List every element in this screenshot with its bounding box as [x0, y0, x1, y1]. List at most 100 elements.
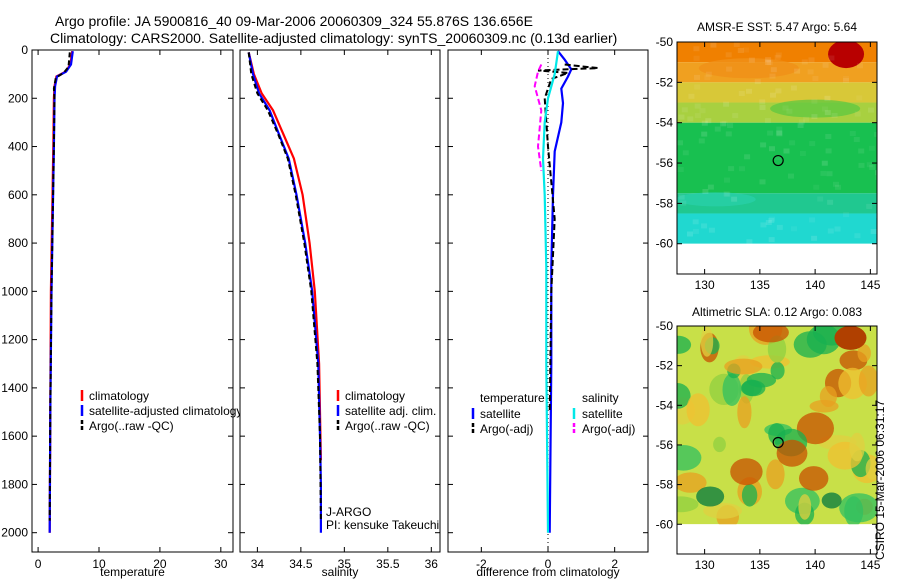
texture-pixel — [803, 116, 810, 122]
map-title: AMSR-E SST: 5.47 Argo: 5.64 — [697, 20, 857, 34]
x-tick-label: 140 — [805, 558, 825, 572]
map-title: Altimetric SLA: 0.12 Argo: 0.083 — [692, 305, 862, 319]
x-tick-label: -2 — [476, 557, 487, 571]
sla-eddy — [752, 326, 789, 343]
series-line-argo-raw-qc- — [247, 52, 322, 521]
texture-pixel — [682, 150, 689, 156]
sla-eddy — [793, 331, 827, 358]
sla-eddy — [770, 361, 785, 380]
annotation-text: J-ARGO — [326, 505, 371, 519]
texture-pixel — [808, 57, 815, 63]
y-tick-label: -50 — [656, 35, 674, 49]
texture-pixel — [776, 126, 783, 132]
legend-label: satellite-adjusted climatology — [89, 404, 242, 418]
texture-pixel — [731, 196, 738, 202]
texture-pixel — [694, 103, 701, 109]
texture-pixel — [678, 114, 685, 120]
x-tick-label: 36 — [425, 557, 439, 571]
legend-title: salinity — [582, 391, 619, 405]
map-frame — [676, 325, 878, 555]
texture-pixel — [732, 113, 739, 119]
texture-pixel — [681, 107, 688, 113]
map-frame — [676, 41, 878, 275]
texture-pixel — [677, 140, 683, 146]
argo-location-marker — [772, 436, 784, 449]
texture-pixel — [701, 120, 708, 126]
x-tick-label: 35 — [338, 557, 352, 571]
texture-pixel — [705, 71, 712, 77]
legend-title: temperature — [480, 391, 545, 405]
sla-eddy — [677, 472, 707, 493]
x-tick-label: 135 — [750, 278, 770, 292]
series-line-temperature-argo-adj- — [537, 63, 599, 413]
sla-eddy — [686, 393, 710, 427]
texture-pixel — [724, 191, 731, 197]
texture-pixel — [858, 162, 865, 168]
y-tick-label: 0 — [21, 43, 28, 57]
panels: 0 10 20 30020040060080010001200140016001800… — [1, 20, 880, 579]
map-field — [677, 42, 877, 244]
sla-eddy — [858, 365, 877, 397]
texture-pixel — [746, 239, 753, 244]
texture-pixel — [775, 155, 782, 161]
y-tick-label: -60 — [656, 517, 674, 531]
sla-eddy — [703, 502, 742, 519]
texture-pixel — [677, 167, 684, 172]
sla-eddy — [713, 436, 726, 453]
texture-pixel — [874, 131, 877, 137]
texture-pixel — [801, 59, 808, 65]
sla-low — [821, 492, 842, 509]
x-tick-label: 0 — [545, 557, 552, 571]
x-axis-label: temperature — [100, 565, 165, 579]
x-tick-label: 35.5 — [376, 557, 400, 571]
texture-pixel — [789, 140, 796, 146]
legend-label: satellite adj. clim. — [345, 404, 436, 418]
texture-pixel — [868, 145, 875, 151]
sst-band — [677, 42, 877, 63]
y-tick-label: 400 — [8, 140, 28, 154]
texture-pixel — [769, 146, 775, 152]
y-tick-label: -54 — [656, 398, 674, 412]
texture-pixel — [790, 85, 797, 91]
x-tick-label: 145 — [860, 558, 880, 572]
texture-pixel — [782, 105, 789, 111]
x-axis-label: difference from climatology — [476, 565, 619, 579]
texture-pixel — [767, 130, 774, 136]
y-tick-label: 800 — [8, 236, 28, 250]
temperature-plot-frame — [31, 49, 234, 553]
texture-pixel — [714, 126, 721, 132]
y-tick-label: -52 — [656, 75, 674, 89]
texture-pixel — [759, 99, 766, 105]
sla-high — [834, 326, 867, 350]
texture-pixel — [868, 107, 874, 113]
texture-pixel — [726, 66, 733, 72]
texture-pixel — [825, 148, 832, 154]
sla-eddy — [819, 386, 838, 407]
texture-pixel — [799, 151, 806, 156]
texture-pixel — [710, 42, 717, 48]
texture-pixel — [776, 224, 783, 230]
sla-eddy — [799, 466, 829, 491]
texture-pixel — [760, 142, 767, 148]
sla-eddy — [849, 432, 865, 462]
texture-pixel — [770, 92, 776, 98]
texture-pixel — [739, 166, 745, 172]
sla-eddy — [746, 372, 777, 388]
texture-pixel — [760, 222, 767, 228]
mixing-patch — [770, 99, 861, 118]
texture-pixel — [813, 184, 820, 190]
texture-pixel — [786, 108, 793, 114]
sla-eddy — [839, 493, 877, 523]
texture-pixel — [759, 179, 766, 185]
texture-pixel — [728, 166, 735, 172]
legend-label: climatology — [89, 389, 149, 403]
y-tick-label: -50 — [656, 319, 674, 333]
texture-pixel — [821, 160, 828, 166]
texture-pixel — [692, 219, 699, 225]
texture-pixel — [694, 113, 701, 119]
texture-pixel — [809, 141, 816, 147]
texture-pixel — [843, 78, 849, 83]
texture-pixel — [811, 235, 818, 241]
texture-pixel — [835, 184, 841, 190]
texture-pixel — [765, 60, 772, 65]
